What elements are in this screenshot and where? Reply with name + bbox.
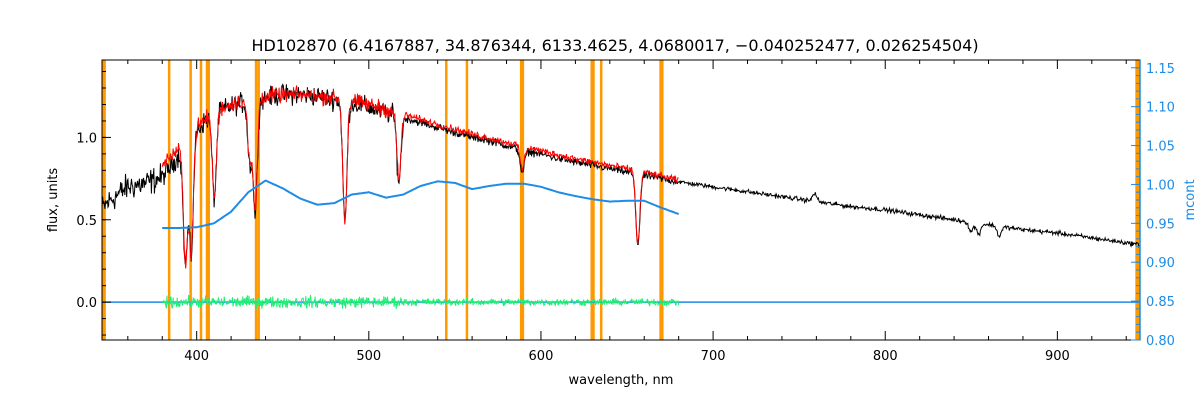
y2-tick-label: 1.00	[1146, 178, 1175, 193]
y2-tick-label: 0.85	[1146, 295, 1175, 310]
y2-tick-label: 1.10	[1146, 101, 1175, 116]
x-tick-label: 800	[873, 349, 898, 364]
model-spectrum	[161, 85, 679, 269]
y-tick-label: 0.5	[76, 214, 97, 229]
y2-axis-label: mcont	[1183, 179, 1198, 220]
y2-tick-label: 1.15	[1146, 62, 1175, 77]
y2-tick-label: 1.05	[1146, 140, 1175, 155]
plot-area	[101, 60, 1140, 340]
x-tick-label: 600	[529, 349, 554, 364]
residuals	[162, 294, 680, 310]
y-tick-label: 0.0	[76, 296, 97, 311]
y2-tick-label: 0.80	[1146, 334, 1175, 349]
x-tick-label: 400	[184, 349, 209, 364]
x-tick-label: 500	[356, 349, 381, 364]
y-tick-label: 1.0	[76, 131, 97, 146]
observed-spectrum	[101, 83, 1140, 265]
y2-tick-label: 0.90	[1146, 256, 1175, 271]
y2-tick-label: 0.95	[1146, 217, 1175, 232]
chart-title: HD102870 (6.4167887, 34.876344, 6133.462…	[251, 36, 978, 55]
continuum-curve	[162, 179, 680, 229]
x-tick-label: 700	[701, 349, 726, 364]
x-axis-label: wavelength, nm	[569, 373, 674, 388]
axes	[101, 59, 1141, 341]
y-axis-label: flux, units	[46, 168, 61, 233]
x-tick-label: 900	[1045, 349, 1070, 364]
